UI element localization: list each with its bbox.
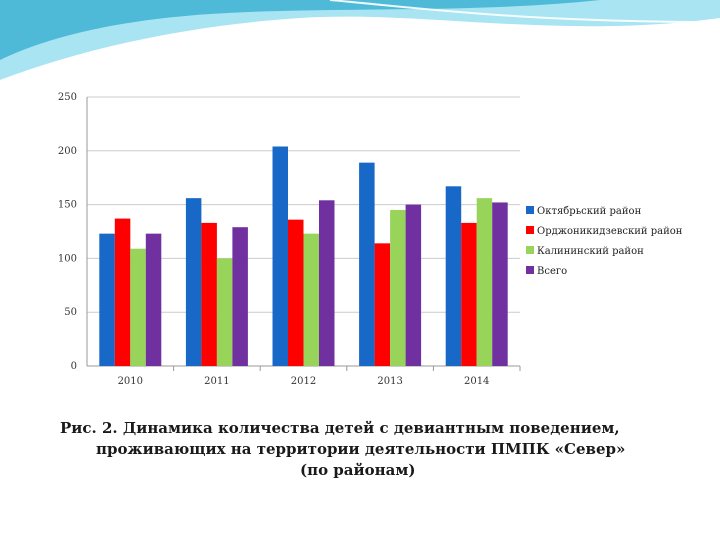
bar <box>99 233 115 366</box>
y-tick-label: 100 <box>58 253 77 264</box>
legend-swatch <box>526 246 534 254</box>
legend-label: Калининский район <box>537 246 644 257</box>
x-tick-label: 2012 <box>291 376 316 387</box>
caption-line-1: Рис. 2. Динамика количества детей с деви… <box>60 419 620 437</box>
x-axis-ticks: 2010 2011 2012 2013 2014 <box>118 366 521 387</box>
legend-label: Всего <box>537 266 567 277</box>
bar <box>390 209 406 366</box>
bar <box>445 186 462 366</box>
header-decoration <box>0 0 720 80</box>
caption-line-2: проживающих на территории деятельности П… <box>96 440 626 458</box>
bar <box>359 162 375 366</box>
bar <box>319 200 335 366</box>
header-swoosh-light <box>0 0 720 80</box>
bar <box>130 248 146 366</box>
y-tick-label: 200 <box>58 146 77 157</box>
y-tick-label: 150 <box>58 200 77 211</box>
bar <box>145 233 162 366</box>
legend-swatch <box>526 266 534 274</box>
legend-label: Октябрьский район <box>537 206 642 217</box>
bars <box>99 146 508 366</box>
bar <box>303 233 319 366</box>
legend-swatch <box>526 206 534 214</box>
legend: Октябрьский район Орджоникидзевский район… <box>526 206 683 277</box>
bar <box>476 198 493 366</box>
bar <box>216 258 233 366</box>
bar <box>374 243 391 366</box>
y-tick-label: 250 <box>58 92 77 103</box>
legend-label: Орджоникидзевский район <box>537 226 683 237</box>
header-swoosh-dark <box>0 0 600 60</box>
bar <box>185 198 202 366</box>
bar <box>461 222 477 366</box>
caption-line-3: (по районам) <box>300 461 416 479</box>
bar <box>114 218 131 366</box>
x-tick-label: 2014 <box>464 376 489 387</box>
header-swoosh-line <box>329 0 720 23</box>
y-tick-label: 0 <box>71 361 77 372</box>
x-tick-label: 2013 <box>377 376 402 387</box>
bar <box>405 204 422 366</box>
x-tick-label: 2011 <box>204 376 229 387</box>
y-axis-ticks: 0 50 100 150 200 250 <box>58 92 77 372</box>
x-tick-label: 2010 <box>118 376 143 387</box>
bar <box>288 219 304 366</box>
bar-chart: 0 50 100 150 200 250 2010 2011 2012 2013 2014 Окт… <box>58 92 683 387</box>
bar <box>201 222 217 366</box>
legend-swatch <box>526 226 534 234</box>
bar <box>492 202 508 366</box>
bar <box>272 146 288 366</box>
y-tick-label: 50 <box>64 307 77 318</box>
figure-caption: Рис. 2. Динамика количества детей с деви… <box>60 418 680 481</box>
bar <box>232 227 248 366</box>
